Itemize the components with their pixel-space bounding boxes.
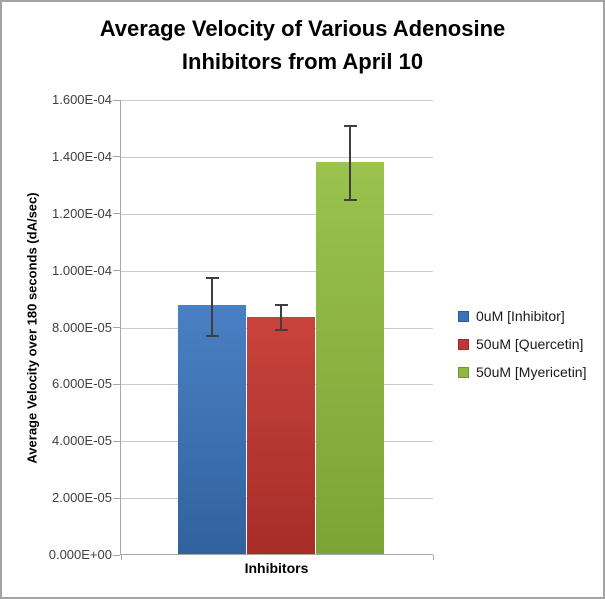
y-axis-tick <box>113 156 120 158</box>
gridline <box>121 270 433 272</box>
error-bar-cap <box>274 303 288 306</box>
y-tick-label: 1.200E-04 <box>52 205 112 221</box>
y-axis-tick <box>113 99 120 101</box>
chart-title: Average Velocity of Various Adenosine In… <box>2 12 603 78</box>
y-tick-label: 1.600E-04 <box>52 92 112 107</box>
legend-item-50um-myericetin[interactable]: 50uM [Myericetin] <box>458 358 586 386</box>
error-bar-stem <box>280 304 282 331</box>
y-axis-tick <box>113 554 120 556</box>
error-bar-cap <box>343 124 357 127</box>
chart-title-line-1: Average Velocity of Various Adenosine <box>99 16 506 41</box>
y-tick-label: 4.000E-05 <box>52 433 112 449</box>
legend-item-0um-inhibitor[interactable]: 0uM [Inhibitor] <box>458 302 586 330</box>
legend-label: 50uM [Quercetin] <box>476 336 584 352</box>
legend-label: 50uM [Myericetin] <box>476 364 587 380</box>
error-bar-cap <box>343 198 357 201</box>
gridline <box>121 100 433 101</box>
x-axis-label: Inhibitors <box>244 560 309 576</box>
y-axis-tick <box>113 497 120 499</box>
legend-item-50um-quercetin[interactable]: 50uM [Quercetin] <box>458 330 586 358</box>
chart-title-line-2: Inhibitors from April 10 <box>181 49 424 74</box>
error-bar-cap <box>205 276 219 279</box>
y-axis-tick <box>113 270 120 272</box>
bar-50um-myericetin[interactable] <box>316 161 384 554</box>
legend: 0uM [Inhibitor] 50uM [Quercetin] 50uM [M… <box>458 302 586 386</box>
y-axis-tick <box>113 327 120 328</box>
legend-swatch-icon <box>458 338 469 350</box>
legend-label: 0uM [Inhibitor] <box>476 308 565 324</box>
y-axis-tick <box>113 213 120 215</box>
y-tick-label: 1.000E-04 <box>52 262 112 278</box>
y-axis-tick <box>113 383 120 385</box>
plot-area: 1.600E-04 1.400E-04 1.200E-04 1.000E-04 8.00… <box>49 92 434 562</box>
y-tick-label: 6.000E-05 <box>52 376 112 392</box>
y-tick-label: 2.000E-05 <box>52 490 112 506</box>
error-bar-stem <box>211 277 213 337</box>
x-axis-tick <box>433 555 434 560</box>
x-axis-tick <box>121 555 122 560</box>
gridline <box>121 156 433 158</box>
error-bar-cap <box>274 329 288 332</box>
gridline <box>121 213 433 215</box>
legend-swatch-icon <box>458 366 469 378</box>
y-tick-label: 0.000E+00 <box>48 547 112 562</box>
error-bar-stem <box>349 125 351 200</box>
y-tick-label: 1.400E-04 <box>52 148 112 164</box>
legend-swatch-icon <box>458 310 469 322</box>
bar-50um-quercetin[interactable] <box>247 316 315 554</box>
bar-0um-inhibitor[interactable] <box>178 305 246 554</box>
y-tick-label: 8.000E-05 <box>52 319 112 335</box>
error-bar-cap <box>205 335 219 338</box>
y-axis-tick <box>113 440 120 442</box>
